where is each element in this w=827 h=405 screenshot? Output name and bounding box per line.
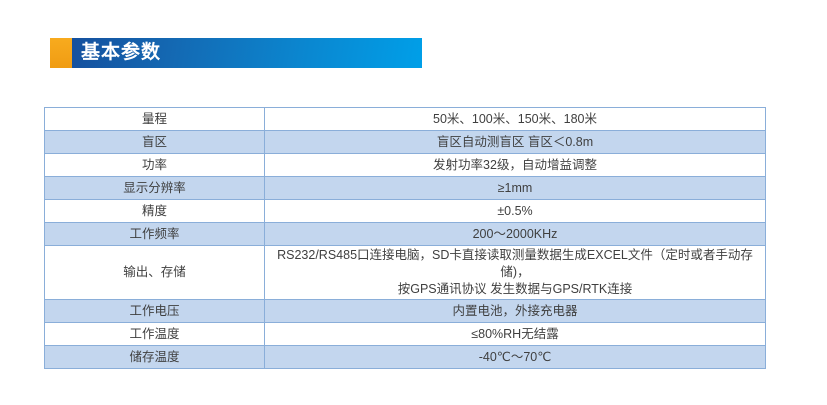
header-bar: 基本参数 [72,38,422,68]
param-label: 工作温度 [44,322,265,346]
section-header: 基本参数 [50,38,422,68]
param-value: ±0.5% [264,199,766,223]
param-label: 储存温度 [44,345,265,369]
param-label: 显示分辨率 [44,176,265,200]
orange-accent-block [50,38,72,68]
param-label: 工作频率 [44,222,265,246]
table-row: 工作温度 ≤80%RH无结露 [44,322,766,346]
table-row: 功率 发射功率32级，自动增益调整 [44,153,766,177]
param-value: ≤80%RH无结露 [264,322,766,346]
param-value: 200～2000KHz [264,222,766,246]
table-row: 工作电压 内置电池，外接充电器 [44,299,766,323]
param-value: 发射功率32级，自动增益调整 [264,153,766,177]
param-value: ≥1mm [264,176,766,200]
table-row: 储存温度 -40℃～70℃ [44,345,766,369]
table-row: 精度 ±0.5% [44,199,766,223]
table-row: 显示分辨率 ≥1mm [44,176,766,200]
param-label: 盲区 [44,130,265,154]
parameters-table: 量程 50米、100米、150米、180米 盲区 盲区自动测盲区 盲区＜0.8m… [44,107,766,369]
param-label: 功率 [44,153,265,177]
param-value: -40℃～70℃ [264,345,766,369]
param-label: 量程 [44,107,265,131]
param-label: 工作电压 [44,299,265,323]
table-row: 盲区 盲区自动测盲区 盲区＜0.8m [44,130,766,154]
table-row: 量程 50米、100米、150米、180米 [44,107,766,131]
table-row: 输出、存储 RS232/RS485口连接电脑，SD卡直接读取测量数据生成EXCE… [44,245,766,300]
param-value: 盲区自动测盲区 盲区＜0.8m [264,130,766,154]
param-label: 精度 [44,199,265,223]
param-label: 输出、存储 [44,245,265,300]
table-row: 工作频率 200～2000KHz [44,222,766,246]
page-title: 基本参数 [81,42,162,63]
param-value: 50米、100米、150米、180米 [264,107,766,131]
param-value: RS232/RS485口连接电脑，SD卡直接读取测量数据生成EXCEL文件（定时… [264,245,766,300]
param-value: 内置电池，外接充电器 [264,299,766,323]
